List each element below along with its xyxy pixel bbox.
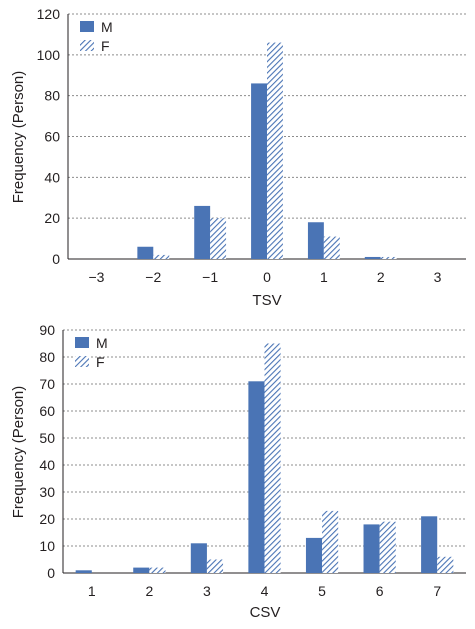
- tsv-bar-f-6: [380, 256, 397, 259]
- csv-bar-m-4: [248, 381, 265, 573]
- csv-bar-f-3: [206, 559, 224, 573]
- csv-bar-m-3: [190, 543, 207, 573]
- tsv-bar-m-6: [364, 256, 381, 259]
- csv-bar-f-5: [322, 510, 339, 573]
- tsv-x-tick-label: 0: [263, 269, 271, 285]
- csv-y-tick-label: 70: [39, 376, 55, 392]
- tsv-y-tick-label: 20: [44, 210, 60, 226]
- csv-y-tick-label: 50: [39, 430, 55, 446]
- tsv-x-tick-label: 3: [434, 269, 442, 285]
- tsv-chart: Frequency (Person) TSV 020406080100120−3…: [10, 6, 466, 309]
- csv-x-tick-label: 7: [433, 583, 441, 599]
- csv-y-tick-label: 80: [39, 349, 55, 365]
- tsv-x-tick-label: −3: [88, 269, 104, 285]
- tsv-y-tick-label: 40: [44, 169, 60, 185]
- csv-x-tick-label: 5: [318, 583, 326, 599]
- tsv-bar-f-5: [323, 236, 340, 259]
- csv-bar-f-7: [437, 556, 454, 573]
- tsv-x-tick-label: 1: [320, 269, 328, 285]
- csv-legend-label-m: M: [96, 335, 108, 351]
- csv-bar-f-2: [149, 567, 166, 573]
- tsv-y-tick-label: 80: [44, 88, 60, 104]
- csv-y-axis-title: Frequency (Person): [10, 386, 27, 519]
- csv-y-tick-label: 10: [39, 538, 55, 554]
- csv-legend-swatch-f: [75, 356, 89, 367]
- csv-y-tick-label: 90: [39, 322, 55, 338]
- tsv-x-tick-label: 2: [377, 269, 385, 285]
- csv-x-tick-label: 4: [261, 583, 269, 599]
- csv-y-tick-label: 0: [47, 565, 55, 581]
- tsv-y-tick-label: 60: [44, 129, 60, 145]
- csv-bar-m-2: [133, 567, 150, 573]
- csv-x-tick-label: 6: [376, 583, 384, 599]
- tsv-legend-label-f: F: [101, 38, 110, 54]
- csv-legend-swatch-m: [75, 337, 89, 348]
- tsv-y-tick-label: 100: [37, 47, 61, 63]
- tsv-bar-m-2: [137, 246, 154, 259]
- tsv-x-tick-label: −2: [145, 269, 161, 285]
- csv-bar-m-5: [305, 537, 323, 573]
- tsv-y-tick-label: 120: [37, 6, 61, 22]
- csv-x-tick-label: 1: [88, 583, 96, 599]
- csv-x-axis-title: CSV: [250, 604, 281, 621]
- csv-bar-f-6: [379, 521, 396, 573]
- csv-bar-m-6: [363, 524, 380, 573]
- csv-x-tick-label: 2: [145, 583, 153, 599]
- tsv-legend-swatch-f: [80, 40, 94, 51]
- csv-y-tick-label: 60: [39, 403, 55, 419]
- csv-y-tick-label: 40: [39, 457, 55, 473]
- csv-x-tick-label: 3: [203, 583, 211, 599]
- csv-chart: Frequency (Person) CSV 0 10 20 30 40 50 60 70 80…: [10, 322, 466, 621]
- tsv-bar-f-4: [267, 42, 283, 260]
- csv-bar-m-1: [75, 570, 92, 573]
- tsv-y-tick-label: 0: [52, 251, 60, 267]
- tsv-bar-f-3: [210, 218, 227, 259]
- tsv-bar-f-2: [153, 254, 170, 259]
- tsv-legend-label-m: M: [101, 19, 113, 35]
- tsv-bar-m-4: [251, 83, 267, 260]
- tsv-legend-swatch-m: [80, 21, 94, 32]
- tsv-bar-m-3: [194, 205, 211, 259]
- tsv-y-axis-title: Frequency (Person): [10, 71, 27, 204]
- tsv-x-axis-title: TSV: [252, 292, 281, 309]
- csv-legend-label-f: F: [96, 354, 105, 370]
- tsv-x-tick-label: −1: [202, 269, 218, 285]
- csv-bar-f-4: [264, 343, 281, 573]
- tsv-bar-m-5: [307, 222, 324, 259]
- csv-bar-m-7: [421, 516, 438, 573]
- csv-y-tick-label: 20: [39, 511, 55, 527]
- csv-y-tick-label: 30: [39, 484, 55, 500]
